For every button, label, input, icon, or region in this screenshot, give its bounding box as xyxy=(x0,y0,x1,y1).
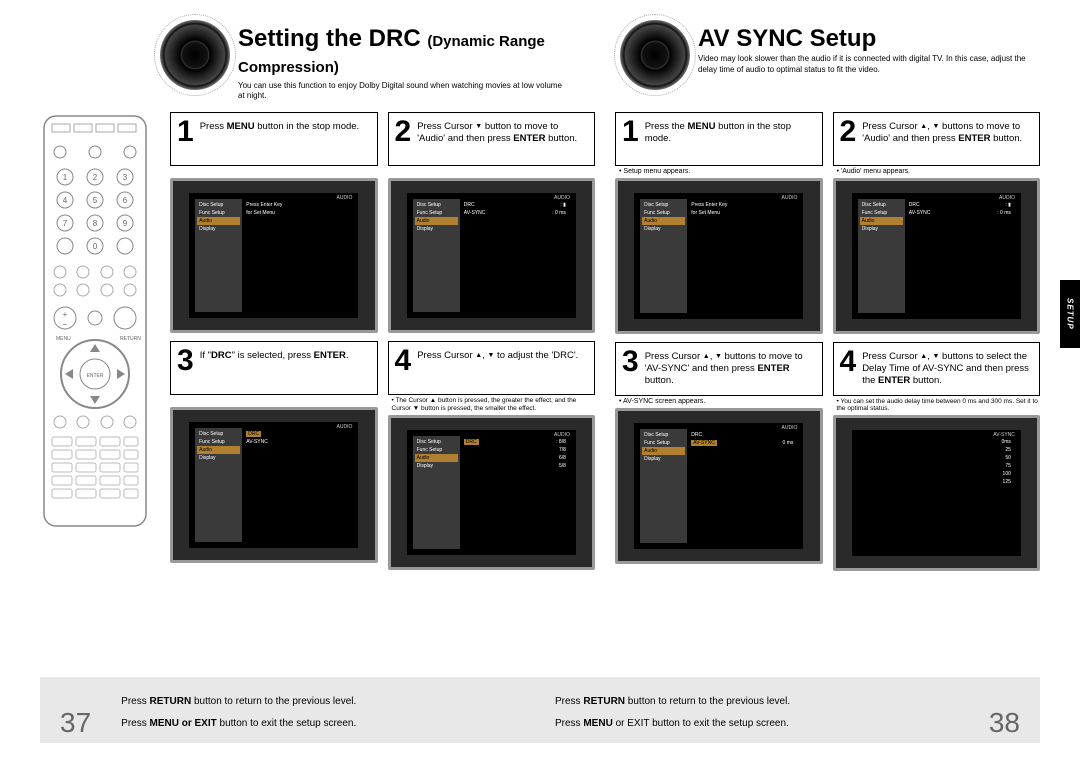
step-box: 1Press the MENU button in the stop mode. xyxy=(615,112,823,166)
step-note xyxy=(174,397,378,405)
right-column: 1Press the MENU button in the stop mode.… xyxy=(615,112,1040,667)
step-box: 4 Press Cursor ▲, ▼ to adjust the 'DRC'. xyxy=(388,341,596,395)
left-title: Setting the DRC (Dynamic Range Compressi… xyxy=(238,26,580,79)
step-text: Press Cursor ▼ button to move to 'Audio'… xyxy=(417,117,588,146)
footer-line: Press MENU or EXIT button to exit the se… xyxy=(555,713,989,735)
step-box: 3Press Cursor ▲, ▼ buttons to move to 'A… xyxy=(615,342,823,396)
step-text: Press the MENU button in the stop mode. xyxy=(645,117,816,146)
step-number: 1 xyxy=(622,117,639,147)
step-number: 3 xyxy=(177,346,194,376)
step-number: 2 xyxy=(840,117,857,147)
svg-text:ENTER: ENTER xyxy=(87,373,104,379)
svg-text:4: 4 xyxy=(63,196,68,205)
step-box: 4Press Cursor ▲, ▼ buttons to select the… xyxy=(833,342,1041,396)
step-note: • You can set the audio delay time betwe… xyxy=(837,398,1041,414)
svg-text:1: 1 xyxy=(63,173,68,182)
step-box: 1 Press MENU button in the stop mode. xyxy=(170,112,378,166)
step-number: 4 xyxy=(840,347,857,377)
tv-screen: Disc SetupFunc SetupAudioDisplayPress En… xyxy=(615,178,823,334)
svg-text:7: 7 xyxy=(63,219,68,228)
page-num-right: 38 xyxy=(989,707,1020,739)
tv-screen: Disc SetupFunc SetupAudioDisplayDRCAV-SY… xyxy=(615,408,823,564)
step-number: 1 xyxy=(177,117,194,147)
step-note: • AV-SYNC screen appears. xyxy=(619,398,823,406)
footer-line: Press RETURN button to return to the pre… xyxy=(121,691,555,713)
svg-text:2: 2 xyxy=(93,173,98,182)
svg-text:5: 5 xyxy=(93,196,98,205)
footer-line: Press RETURN button to return to the pre… xyxy=(555,691,989,713)
step-number: 3 xyxy=(622,347,639,377)
svg-text:+: + xyxy=(63,310,68,319)
step-note: • 'Audio' menu appears. xyxy=(837,168,1041,176)
step-text: Press Cursor ▲, ▼ buttons to move to 'Au… xyxy=(862,117,1033,146)
tv-screen: Disc SetupFunc SetupAudioDisplayPress En… xyxy=(170,178,378,334)
svg-text:3: 3 xyxy=(123,173,128,182)
tv-screen: Disc SetupFunc SetupAudioDisplayDRC: 8/8… xyxy=(388,415,596,571)
remote-illustration: 1 2 3 4 5 6 7 8 9 0 + − xyxy=(40,112,150,667)
svg-text:0: 0 xyxy=(93,242,98,251)
setup-tab: SETUP xyxy=(1060,280,1080,348)
step-note: • Setup menu appears. xyxy=(619,168,823,176)
svg-text:−: − xyxy=(63,320,68,329)
step-text: Press Cursor ▲, ▼ buttons to move to 'AV… xyxy=(645,347,816,388)
tv-screen: Disc SetupFunc SetupAudioDisplayDRCAV-SY… xyxy=(170,407,378,563)
svg-text:6: 6 xyxy=(123,196,128,205)
svg-text:9: 9 xyxy=(123,219,128,228)
step-number: 2 xyxy=(395,117,412,147)
right-subtitle: Video may look slower than the audio if … xyxy=(698,54,1028,75)
footer-line: Press MENU or EXIT button to exit the se… xyxy=(121,713,555,735)
speaker-icon xyxy=(160,20,230,90)
footer: 37 Press RETURN button to return to the … xyxy=(40,677,1040,743)
svg-text:MENU: MENU xyxy=(56,336,71,342)
step-box: 2Press Cursor ▼ button to move to 'Audio… xyxy=(388,112,596,166)
right-title: AV SYNC Setup xyxy=(698,26,1028,52)
step-box: 3 If "DRC" is selected, press ENTER. xyxy=(170,341,378,395)
svg-text:8: 8 xyxy=(93,219,98,228)
left-subtitle: You can use this function to enjoy Dolby… xyxy=(238,81,568,102)
step-note xyxy=(174,168,378,176)
step-text: Press Cursor ▲, ▼ to adjust the 'DRC'. xyxy=(417,346,578,362)
step-note: • The Cursor ▲ button is pressed, the gr… xyxy=(392,397,596,413)
tv-screen: Disc SetupFunc SetupAudioDisplayDRC: ▮AV… xyxy=(388,178,596,334)
tv-screen: Disc SetupFunc SetupAudioDisplayDRC: ▮AV… xyxy=(833,178,1041,334)
tv-screen: 0ms255075100125AV-SYNC xyxy=(833,415,1041,571)
step-text: If "DRC" is selected, press ENTER. xyxy=(200,346,349,362)
step-text: Press MENU button in the stop mode. xyxy=(200,117,360,133)
step-note xyxy=(392,168,596,176)
step-number: 4 xyxy=(395,346,412,376)
svg-text:RETURN: RETURN xyxy=(120,336,141,342)
step-box: 2Press Cursor ▲, ▼ buttons to move to 'A… xyxy=(833,112,1041,166)
page-num-left: 37 xyxy=(60,707,91,739)
left-column: 1 Press MENU button in the stop mode. Disc… xyxy=(170,112,595,667)
step-text: Press Cursor ▲, ▼ buttons to select the … xyxy=(862,347,1033,388)
speaker-icon xyxy=(620,20,690,90)
